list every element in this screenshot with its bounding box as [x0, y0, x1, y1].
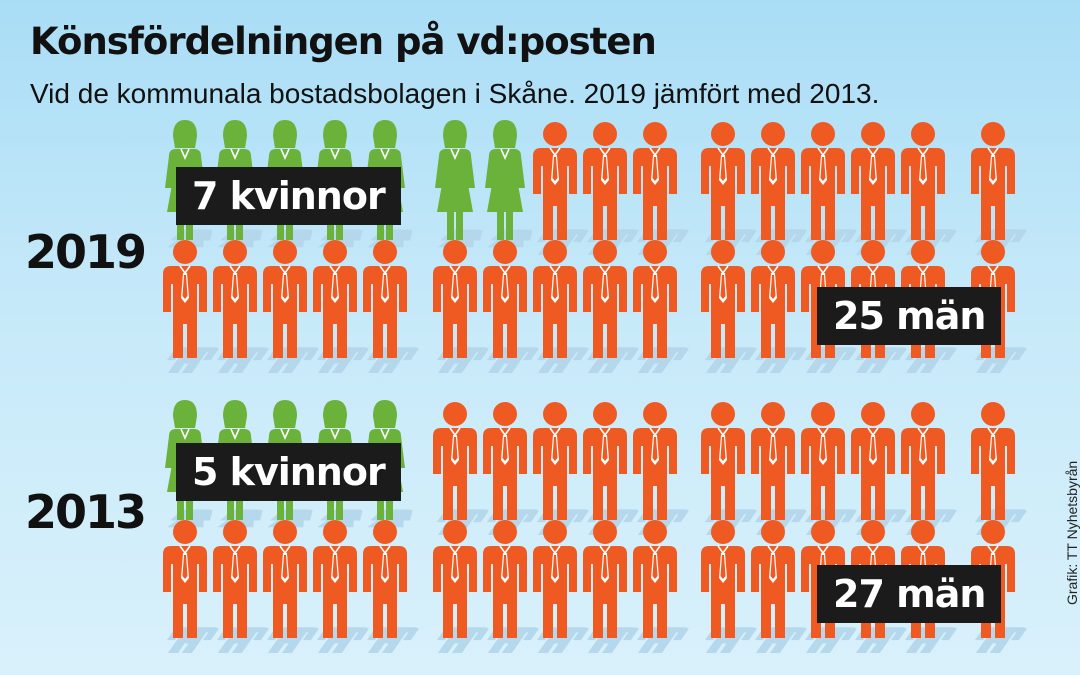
man-figure — [801, 402, 857, 536]
men-count-label-2013: 27 män — [817, 565, 1002, 623]
man-figure — [483, 520, 539, 654]
man-figure — [533, 122, 589, 256]
man-figure — [583, 122, 639, 256]
man-figure — [433, 240, 489, 374]
man-figure — [363, 240, 419, 374]
man-figure — [701, 240, 757, 374]
man-figure — [483, 240, 539, 374]
man-figure — [851, 402, 907, 536]
women-count-label-2019: 7 kvinnor — [176, 167, 401, 225]
man-figure — [263, 240, 319, 374]
man-figure — [213, 240, 269, 374]
man-figure — [633, 122, 689, 256]
man-figure — [971, 122, 1027, 256]
man-figure — [751, 122, 807, 256]
man-figure — [533, 520, 589, 654]
man-figure — [701, 402, 757, 536]
man-figure — [213, 520, 269, 654]
man-figure — [583, 402, 639, 536]
chart-subtitle: Vid de kommunala bostadsbolagen i Skåne.… — [30, 78, 880, 109]
woman-figure — [435, 120, 483, 256]
man-figure — [313, 240, 369, 374]
man-figure — [163, 520, 219, 654]
women-count-label-2013: 5 kvinnor — [176, 443, 401, 501]
man-figure — [751, 402, 807, 536]
man-figure — [851, 122, 907, 256]
man-figure — [751, 240, 807, 374]
man-figure — [701, 122, 757, 256]
man-figure — [533, 240, 589, 374]
chart-title: Könsfördelningen på vd:posten — [30, 20, 657, 63]
man-figure — [163, 240, 219, 374]
credit-text: Grafik: TT Nyhetsbyrån — [1064, 460, 1080, 605]
year-label-2013: 2013 — [25, 485, 147, 539]
man-figure — [633, 240, 689, 374]
man-figure — [363, 520, 419, 654]
man-figure — [901, 402, 957, 536]
man-figure — [971, 402, 1027, 536]
man-figure — [263, 520, 319, 654]
man-figure — [433, 402, 489, 536]
man-figure — [583, 240, 639, 374]
man-figure — [801, 122, 857, 256]
man-figure — [633, 520, 689, 654]
man-figure — [901, 122, 957, 256]
man-figure — [533, 402, 589, 536]
man-figure — [751, 520, 807, 654]
man-figure — [313, 520, 369, 654]
man-figure — [483, 402, 539, 536]
man-figure — [633, 402, 689, 536]
woman-figure — [485, 120, 533, 256]
man-figure — [583, 520, 639, 654]
man-figure — [701, 520, 757, 654]
year-label-2019: 2019 — [25, 225, 147, 279]
men-count-label-2019: 25 män — [817, 287, 1002, 345]
man-figure — [433, 520, 489, 654]
